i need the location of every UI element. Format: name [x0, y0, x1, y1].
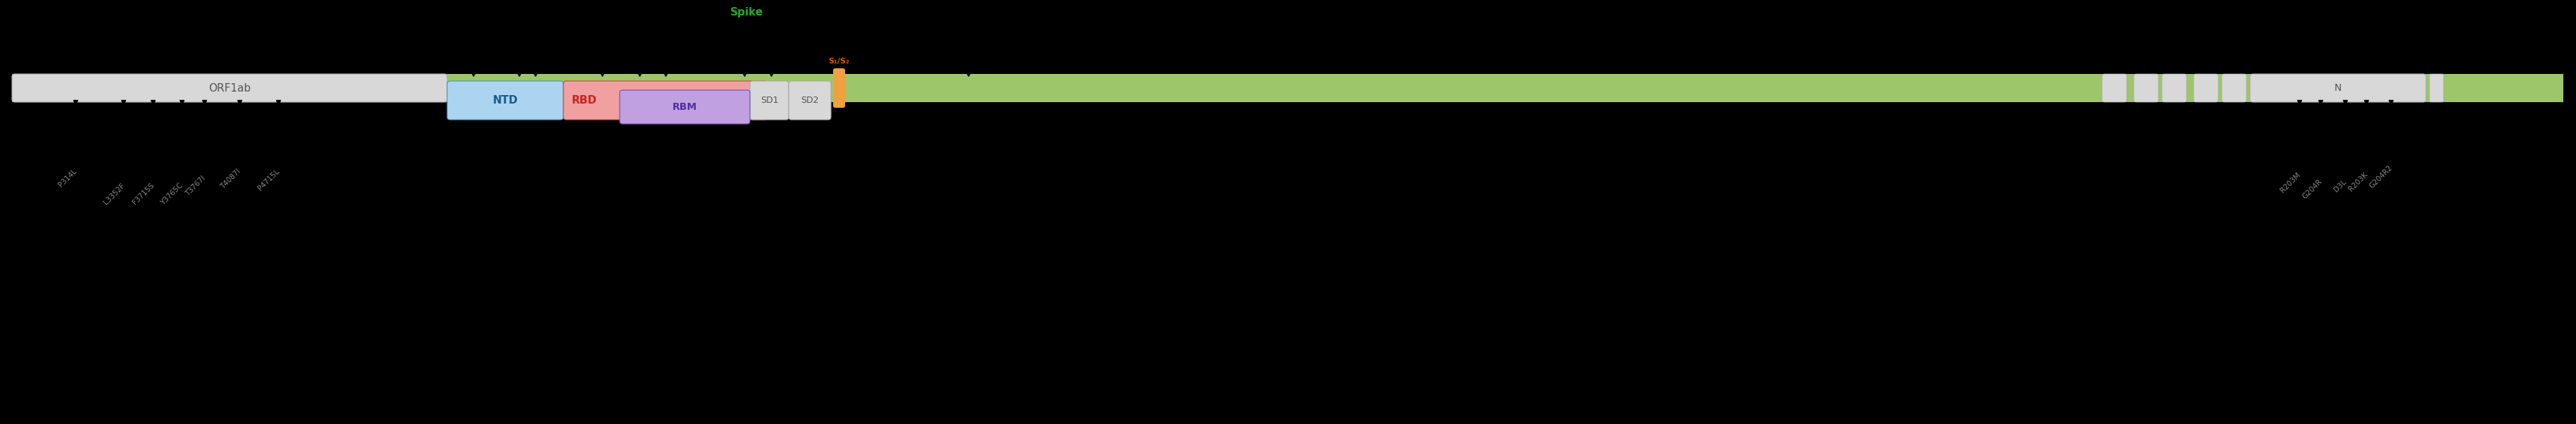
FancyBboxPatch shape — [448, 81, 564, 120]
FancyBboxPatch shape — [788, 81, 832, 120]
Text: L3352F: L3352F — [103, 182, 126, 206]
FancyBboxPatch shape — [2161, 74, 2187, 102]
FancyBboxPatch shape — [13, 74, 448, 102]
Text: P4715L: P4715L — [258, 167, 281, 192]
FancyBboxPatch shape — [832, 68, 845, 108]
Text: P314L: P314L — [57, 167, 77, 189]
Text: R203K: R203K — [2347, 171, 2370, 193]
Text: NTD: NTD — [492, 95, 518, 106]
FancyBboxPatch shape — [2133, 74, 2159, 102]
FancyBboxPatch shape — [2221, 74, 2246, 102]
Text: T3767I: T3767I — [185, 175, 206, 198]
Text: N: N — [2334, 83, 2342, 93]
FancyBboxPatch shape — [2429, 74, 2445, 102]
Text: SD1: SD1 — [760, 96, 778, 105]
Text: RBD: RBD — [572, 95, 598, 106]
Text: G204R2: G204R2 — [2367, 164, 2393, 190]
Text: D3L: D3L — [2334, 178, 2347, 193]
Bar — [448, 74, 2099, 102]
Text: S₁/S₂: S₁/S₂ — [829, 58, 850, 65]
FancyBboxPatch shape — [2195, 74, 2218, 102]
Text: Spike: Spike — [729, 7, 762, 18]
Text: R203M: R203M — [2280, 171, 2303, 194]
Text: Y3765C: Y3765C — [160, 182, 185, 206]
FancyBboxPatch shape — [750, 81, 788, 120]
Text: SD2: SD2 — [801, 96, 819, 105]
FancyBboxPatch shape — [564, 81, 768, 120]
Text: T4087I: T4087I — [219, 167, 242, 190]
FancyBboxPatch shape — [2249, 74, 2427, 102]
Text: ORF1ab: ORF1ab — [209, 83, 250, 93]
Text: G204R: G204R — [2300, 178, 2324, 201]
FancyBboxPatch shape — [2102, 74, 2128, 102]
FancyBboxPatch shape — [621, 90, 750, 124]
Text: F3715S: F3715S — [131, 182, 155, 206]
Bar — [13, 74, 2563, 102]
Text: RBM: RBM — [672, 102, 698, 112]
